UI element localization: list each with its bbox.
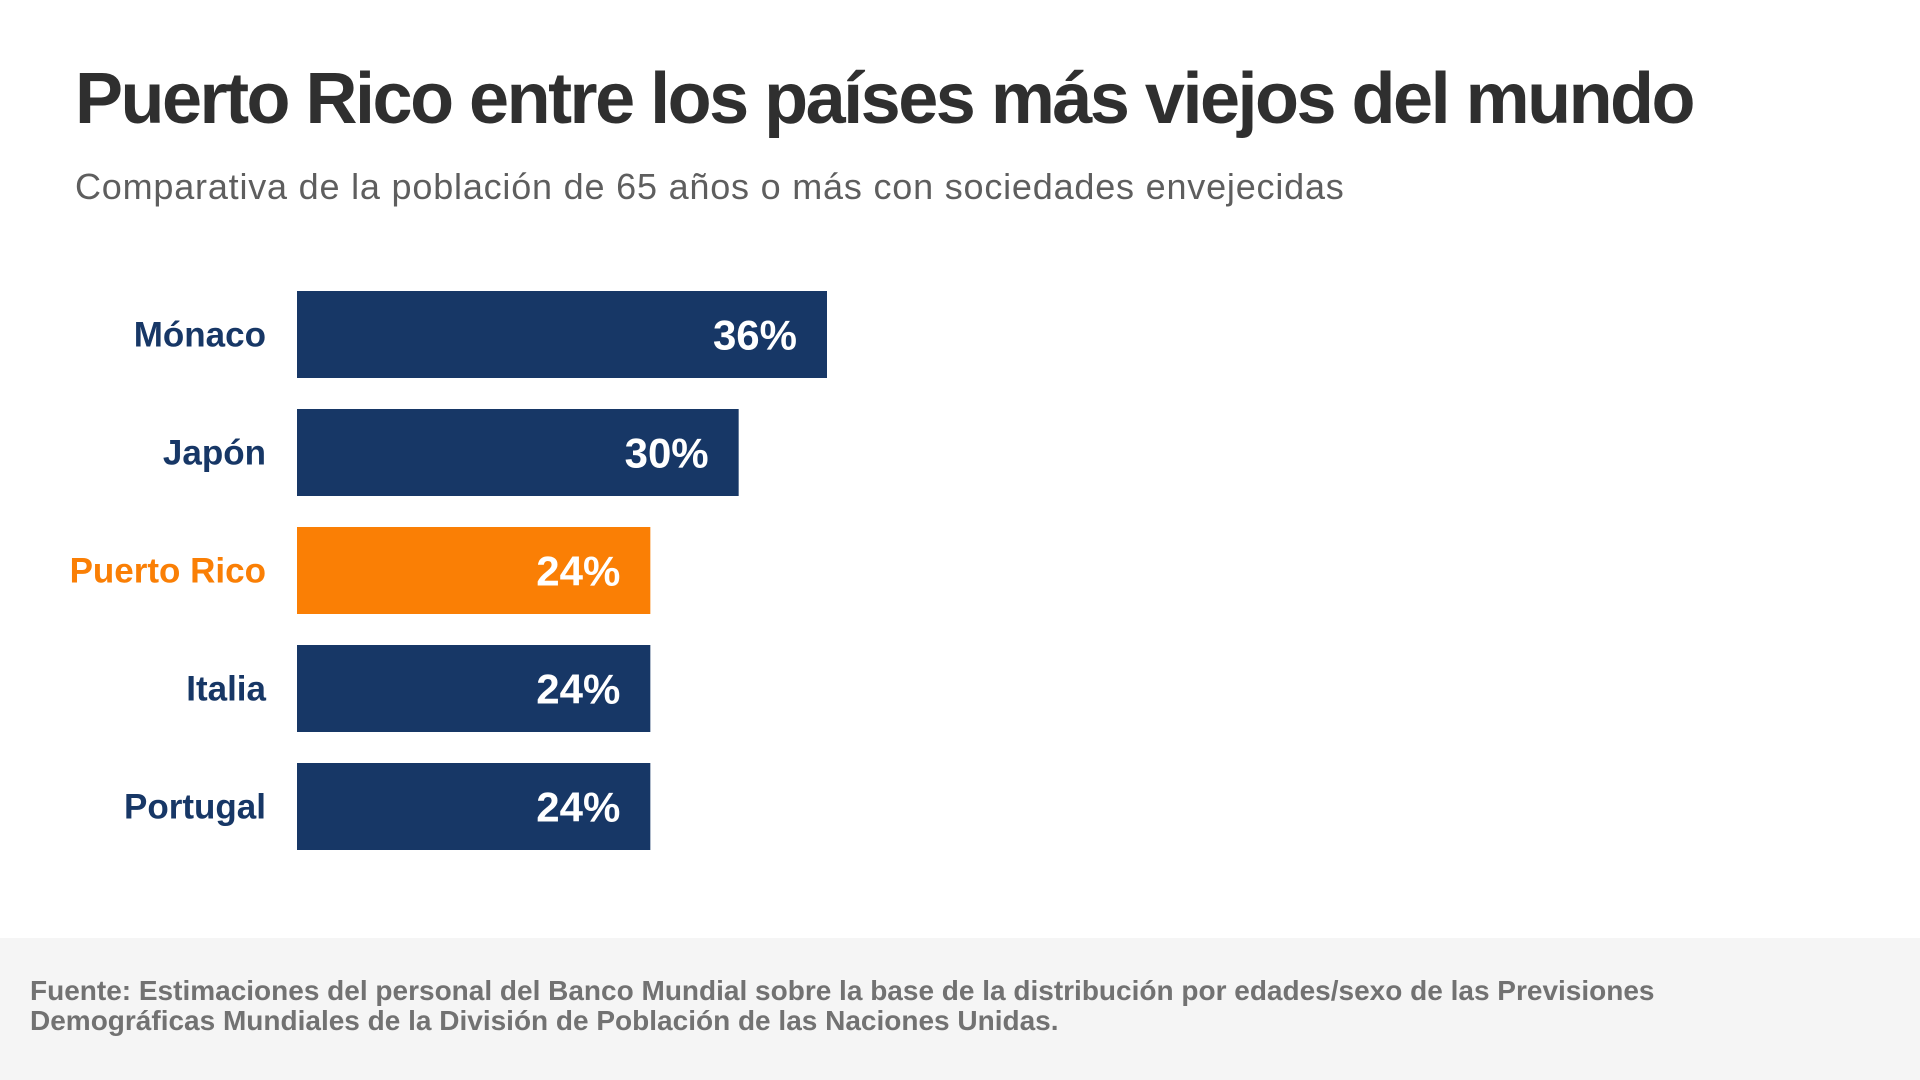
category-label: Mónaco xyxy=(134,316,266,355)
bar-group: Italia 24% xyxy=(186,645,651,732)
value-label: 24% xyxy=(536,548,620,595)
category-label: Puerto Rico xyxy=(70,552,266,591)
bar-chart: Mónaco 36% Japón 30% Puerto Rico 24% Italia 24%… xyxy=(70,291,827,850)
chart-title: Puerto Rico entre los países más viejos … xyxy=(75,59,1696,139)
footer: Fuente: Estimaciones del personal del Ba… xyxy=(0,938,1920,1080)
bar xyxy=(297,645,651,732)
bar-group: Japón 30% xyxy=(163,409,739,496)
category-label: Portugal xyxy=(124,788,266,827)
value-label: 30% xyxy=(625,430,709,477)
bar xyxy=(297,291,827,378)
bar-group: Puerto Rico 24% xyxy=(70,527,651,614)
category-label: Japón xyxy=(163,434,266,473)
bar xyxy=(297,409,739,496)
chart-subtitle: Comparativa de la población de 65 años o… xyxy=(75,166,1345,207)
bar xyxy=(297,527,651,614)
value-label: 36% xyxy=(713,312,797,359)
source-note: Fuente: Estimaciones del personal del Ba… xyxy=(30,975,1655,1036)
bar xyxy=(297,763,651,850)
bar-group: Portugal 24% xyxy=(124,763,651,850)
category-label: Italia xyxy=(186,670,266,709)
value-label: 24% xyxy=(536,666,620,713)
value-label: 24% xyxy=(536,784,620,831)
bar-group: Mónaco 36% xyxy=(134,291,827,378)
